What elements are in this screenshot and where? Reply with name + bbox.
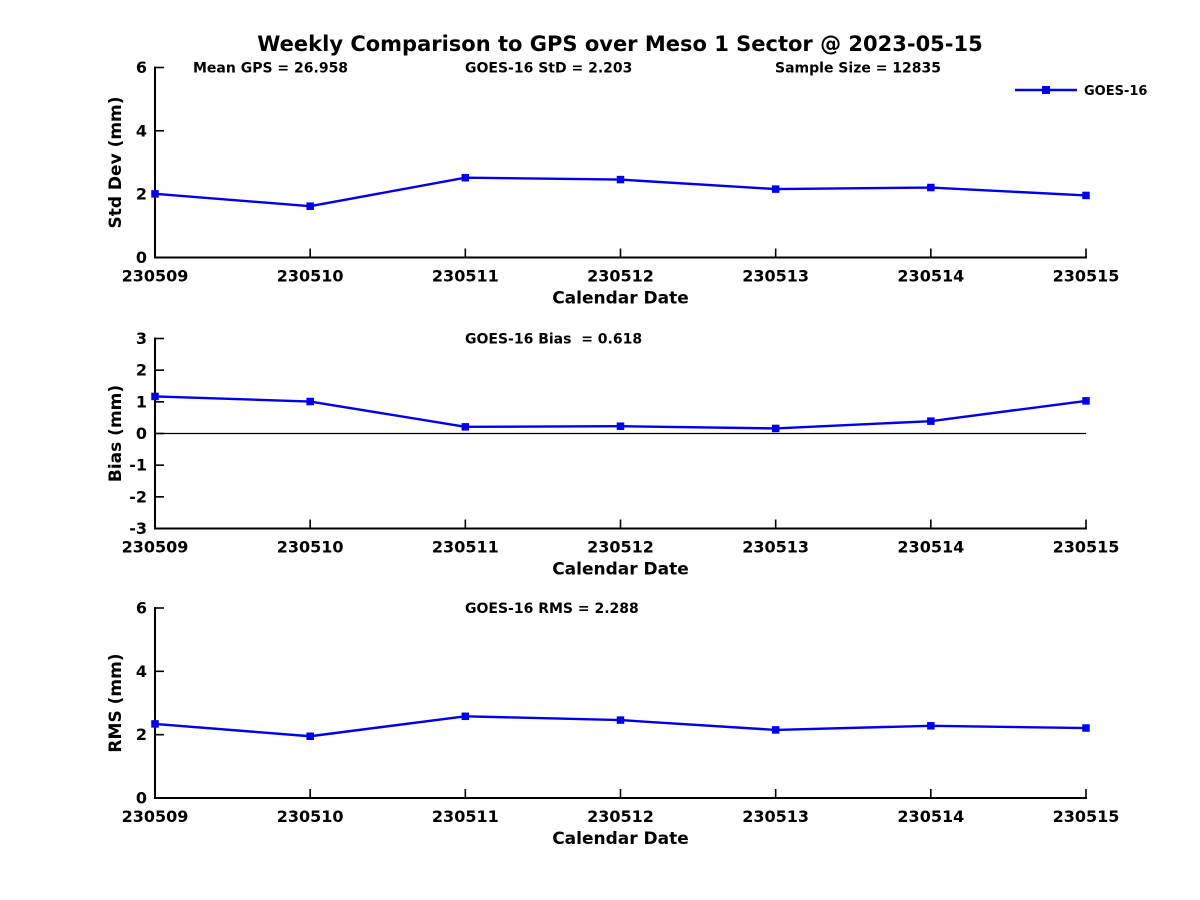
y-tick-label: 0 <box>136 248 147 267</box>
data-point-marker <box>306 732 314 740</box>
y-tick-label: -1 <box>129 456 147 475</box>
x-tick-label: 230513 <box>742 807 809 826</box>
y-tick-label: 4 <box>136 662 147 681</box>
y-tick-label: 2 <box>136 361 147 380</box>
y-tick-label: 4 <box>136 121 147 140</box>
data-point-marker <box>771 424 780 433</box>
x-tick-label: 230509 <box>122 538 189 557</box>
data-point-marker <box>1082 397 1090 405</box>
stddev-x-axis-label: Calendar Date <box>552 289 689 309</box>
x-tick-label: 230515 <box>1053 538 1120 557</box>
stddev-subplot: Std Dev (mm) Mean GPS = 26.958 GOES-16 S… <box>106 58 1119 309</box>
x-tick-label: 230512 <box>587 807 654 826</box>
rms-plot-area: 0 2 4 6 230509 230510 230511 230512 230513 230514… <box>122 599 1120 827</box>
data-point-marker <box>771 185 780 193</box>
stddev-plot-area: 0 2 4 6 230509 230510 230511 230512 230513 230514… <box>122 58 1120 286</box>
data-point-marker <box>927 183 935 192</box>
y-tick-label: -2 <box>129 487 147 506</box>
bias-y-axis-label: Bias (mm) <box>106 385 126 482</box>
data-point-marker <box>151 190 159 198</box>
y-tick-label: 6 <box>136 58 147 77</box>
data-point-marker <box>616 422 625 430</box>
rms-y-axis-label: RMS (mm) <box>106 653 126 752</box>
stddev-y-axis-label: Std Dev (mm) <box>106 96 126 228</box>
data-point-marker <box>771 726 780 734</box>
x-tick-label: 230509 <box>122 807 189 826</box>
data-point-marker <box>151 392 159 401</box>
legend-label: GOES-16 <box>1084 84 1147 99</box>
x-tick-label: 230513 <box>742 538 809 557</box>
data-point-marker <box>616 175 625 184</box>
sample-size-annotation: Sample Size = 12835 <box>775 61 941 77</box>
data-point-marker <box>616 716 625 724</box>
data-point-marker <box>461 712 470 721</box>
x-tick-label: 230510 <box>277 538 344 557</box>
data-point-marker <box>1082 724 1090 732</box>
x-tick-label: 230513 <box>742 267 809 286</box>
legend: GOES-16 <box>1015 84 1147 99</box>
x-tick-label: 230515 <box>1053 267 1120 286</box>
x-tick-label: 230511 <box>432 538 499 557</box>
goes16-std-annotation: GOES-16 StD = 2.203 <box>465 61 632 77</box>
figure-title: Weekly Comparison to GPS over Meso 1 Sec… <box>257 32 982 56</box>
rms-subplot: RMS (mm) GOES-16 RMS = 2.288 0 2 4 6 230509 2… <box>106 599 1119 850</box>
x-tick-label: 230510 <box>277 807 344 826</box>
y-tick-label: 0 <box>136 789 147 808</box>
x-tick-label: 230514 <box>897 267 964 286</box>
bias-subplot: Bias (mm) GOES-16 Bias = 0.618 -3 -2 -1 0 1 2… <box>106 329 1119 580</box>
data-point-marker <box>927 417 935 425</box>
x-tick-label: 230511 <box>432 267 499 286</box>
x-tick-label: 230511 <box>432 807 499 826</box>
data-point-marker <box>461 173 470 182</box>
goes16-bias-annotation: GOES-16 Bias = 0.618 <box>465 332 642 348</box>
x-tick-label: 230514 <box>897 807 964 826</box>
legend-marker-square <box>1042 86 1050 94</box>
x-tick-label: 230509 <box>122 267 189 286</box>
goes16-rms-annotation: GOES-16 RMS = 2.288 <box>465 601 639 617</box>
y-tick-label: 3 <box>136 329 147 348</box>
y-tick-label: 0 <box>136 424 147 443</box>
data-point-marker <box>461 423 470 431</box>
rms-x-axis-label: Calendar Date <box>552 829 689 849</box>
y-tick-label: 1 <box>136 392 147 411</box>
data-point-marker <box>927 722 935 730</box>
y-tick-label: 2 <box>136 725 147 744</box>
data-point-marker <box>306 202 314 210</box>
x-tick-label: 230514 <box>897 538 964 557</box>
x-tick-label: 230512 <box>587 538 654 557</box>
data-point-marker <box>1082 191 1090 200</box>
y-tick-label: 2 <box>136 185 147 204</box>
mean-gps-annotation: Mean GPS = 26.958 <box>193 61 348 77</box>
data-point-marker <box>306 397 314 406</box>
x-tick-label: 230510 <box>277 267 344 286</box>
bias-plot-area: -3 -2 -1 0 1 2 3 230509 230510 230511 230512 230513… <box>122 329 1120 557</box>
x-tick-label: 230512 <box>587 267 654 286</box>
data-point-marker <box>151 720 159 728</box>
x-tick-label: 230515 <box>1053 807 1120 826</box>
y-tick-label: -3 <box>129 519 147 538</box>
y-tick-label: 6 <box>136 599 147 618</box>
bias-x-axis-label: Calendar Date <box>552 560 689 580</box>
